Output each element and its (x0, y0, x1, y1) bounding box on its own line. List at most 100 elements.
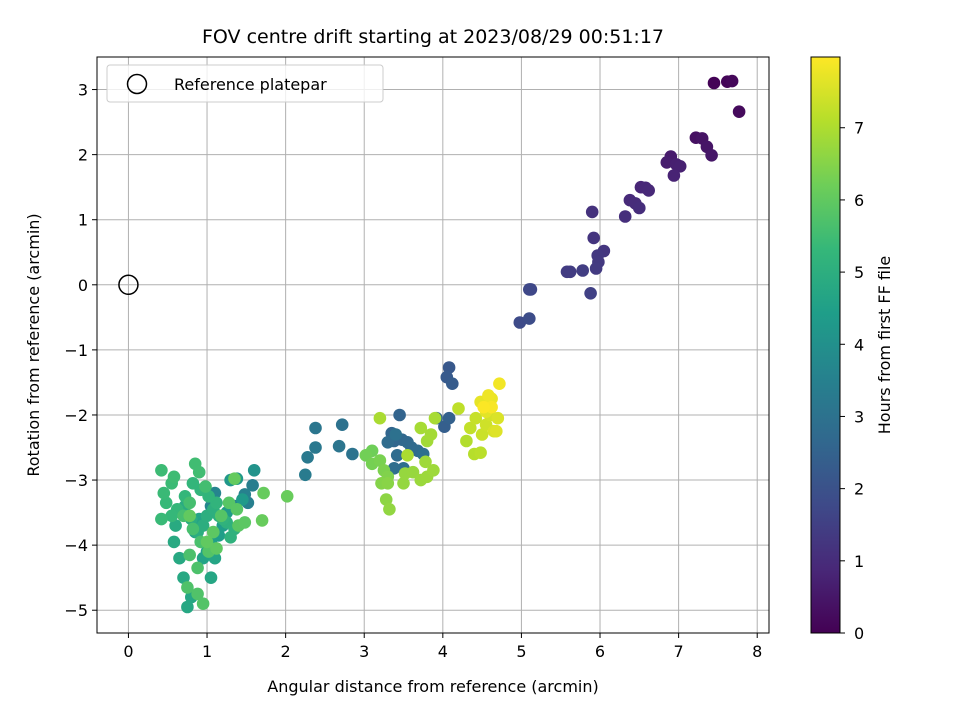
scatter-point (335, 418, 349, 432)
scatter-point (660, 156, 674, 169)
scatter-point (452, 402, 465, 415)
scatter-point (563, 265, 577, 279)
y-tick-label: 1 (78, 211, 88, 230)
colorbar-tick-label: 4 (854, 335, 864, 354)
x-tick-label: 3 (359, 642, 369, 661)
scatter-point (381, 436, 395, 449)
scatter-point (332, 439, 346, 453)
scatter-point (183, 496, 196, 510)
scatter-point (230, 503, 244, 516)
scatter-point (309, 441, 322, 454)
scatter-point (523, 283, 536, 296)
scatter-point (523, 312, 536, 325)
scatter-point (705, 149, 718, 162)
x-ticks: 0 1 2 3 4 5 6 7 8 (123, 633, 762, 661)
scatter-point (393, 408, 406, 422)
scatter-point (173, 551, 186, 565)
scatter-point (199, 480, 212, 493)
scatter-point (159, 496, 173, 510)
x-tick-label: 2 (281, 642, 291, 661)
scatter-point (191, 561, 204, 575)
scatter-point (186, 522, 200, 536)
scatter-point (169, 519, 182, 532)
scatter-point (490, 424, 503, 438)
scatter-point (246, 479, 259, 492)
colorbar-tick-label: 5 (854, 263, 864, 282)
scatter-point (474, 446, 487, 460)
scatter-point (346, 447, 359, 461)
scatter-point (247, 464, 261, 477)
y-axis-label: Rotation from reference (arcmin) (24, 213, 43, 476)
scatter-point (589, 262, 603, 275)
scatter-point (236, 493, 249, 506)
scatter-point (424, 428, 438, 441)
colorbar-tick-label: 0 (854, 624, 864, 643)
legend-marker-icon (126, 73, 148, 95)
scatter-point (207, 525, 220, 539)
y-tick-label: 2 (78, 146, 88, 165)
scatter-point (469, 411, 483, 425)
colorbar-gradient (811, 57, 840, 633)
colorbar-frame (810, 56, 841, 634)
scatter-point (383, 503, 396, 516)
scatter-point (732, 105, 746, 118)
scatter-point (157, 486, 171, 500)
colorbar-label: Hours from first FF file (875, 256, 894, 435)
scatter-point (707, 76, 721, 90)
colorbar-tick-label: 7 (854, 119, 864, 138)
plot-frame (96, 56, 770, 634)
reference-platepar-point (118, 274, 139, 296)
x-tick-label: 6 (595, 642, 605, 661)
scatter-point (167, 470, 181, 484)
scatter-point (493, 377, 506, 391)
scatter-point (301, 451, 314, 464)
scatter-point (585, 205, 599, 219)
scatter-point (224, 531, 237, 544)
scatter-point (633, 201, 646, 215)
scatter-point (442, 361, 456, 374)
scatter-point (667, 169, 681, 182)
scatter-point (618, 210, 632, 223)
colorbar-tick-label: 3 (854, 407, 864, 426)
scatter-point (442, 411, 456, 425)
colorbar-tick-label: 2 (854, 480, 864, 499)
y-tick-label: 3 (78, 81, 88, 100)
scatter-point (491, 411, 505, 425)
scatter-point (155, 464, 168, 477)
y-tick-label: −2 (64, 406, 88, 425)
scatter-point (397, 477, 410, 490)
scatter-point (186, 477, 200, 490)
scatter-point (477, 400, 491, 414)
scatter-point (389, 428, 403, 441)
scatter-point (419, 455, 432, 469)
scatter-point (460, 434, 473, 448)
y-ticks: −5 −4 −3 −2 −1 0 1 2 3 (64, 81, 97, 620)
scatter-point (196, 597, 210, 610)
scatter-point (406, 465, 420, 479)
x-tick-label: 1 (202, 642, 212, 661)
scatter-point (257, 486, 270, 500)
scatter-point (165, 509, 178, 523)
scatter-point (725, 74, 739, 88)
scatter-point (238, 516, 252, 529)
y-tick-label: −5 (64, 601, 88, 620)
scatter-point (381, 477, 395, 490)
scatter-point (155, 512, 168, 526)
scatter-point (181, 600, 194, 614)
scatter-point (446, 377, 459, 391)
scatter-point (642, 184, 655, 197)
scatter-point (181, 581, 194, 594)
scatter-point (475, 428, 489, 441)
x-tick-label: 0 (123, 642, 133, 661)
scatter-point (584, 287, 597, 300)
scatter-point (191, 587, 204, 601)
x-tick-label: 8 (752, 642, 762, 661)
scatter-point (204, 571, 218, 584)
legend-box (106, 64, 384, 103)
scatter-point (167, 535, 181, 549)
scatter-point (401, 449, 414, 462)
scatter-point (373, 454, 387, 467)
scatter-point (309, 421, 322, 435)
scatter-point (214, 509, 228, 523)
